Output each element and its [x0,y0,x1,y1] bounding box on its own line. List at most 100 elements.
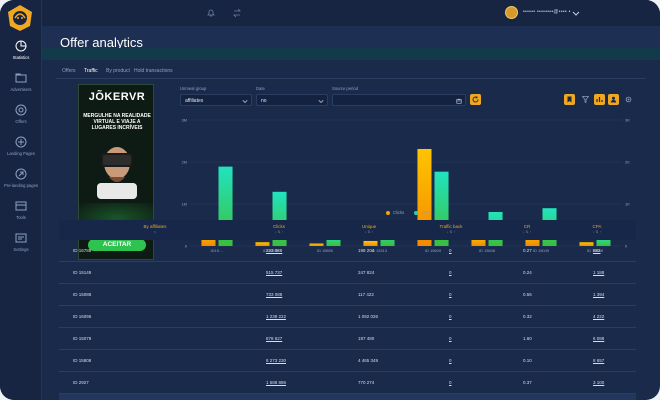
bookmark-button[interactable] [564,94,575,105]
calendar-icon[interactable] [456,98,462,104]
cell-clicks[interactable]: 878 627 [266,336,283,341]
cell-traffic-back[interactable]: 0 [449,292,452,297]
vr-headset-icon [97,147,137,199]
period-input[interactable] [332,94,466,106]
bar-cpa [326,234,341,246]
table-row: ID 15079 878 627 197 480 0 1.60 6 088 [59,328,636,350]
header-divider [42,48,660,60]
gear-icon[interactable] [625,96,632,103]
cell-cpa[interactable]: 882 [593,248,601,253]
bookmark-icon [567,96,572,103]
cell-clicks[interactable]: 733 088 [266,292,283,297]
table-row: ID 15149 515 737 247 824 0 0.24 1 188 [59,262,636,284]
columns-button[interactable] [594,94,605,105]
cell-id: ID 15149 [73,270,92,275]
cell-clicks[interactable]: 1 238 222 [266,314,287,319]
y-axis-left-tick: 2M [181,160,187,165]
bar-clicks [255,242,270,246]
users-button[interactable] [608,94,619,105]
cell-clicks[interactable]: 323 088 [266,248,283,253]
cell-traffic-back[interactable]: 0 [449,248,452,253]
tab-traffic[interactable]: Traffic [84,68,98,74]
cell-id: ID 16788 [73,248,92,253]
table-row: ID 16096 1 238 222 1 092 026 0 0.32 4 222 [59,306,636,328]
landing-page-icon [15,136,27,148]
table-row: ID 16788 323 088 198 204 0 0.27 882 [59,240,636,262]
cell-cr: 0.37 [523,380,532,385]
refresh-button[interactable] [470,94,481,105]
cell-clicks[interactable]: 1 588 886 [266,380,287,385]
user-icon [610,96,617,103]
filter-icon[interactable] [582,96,589,103]
cell-id: ID 2927 [73,380,89,385]
x-axis-tick: ID15 ... [211,248,224,253]
cell-unique: 117 422 [358,292,374,297]
logo-icon[interactable] [6,4,34,32]
sidebar-item-pre-landing-pages[interactable]: Pre-landing pages [0,168,42,198]
group-select[interactable]: affiliates [180,94,252,106]
tab-hold-transactions[interactable]: Hold transactions [134,68,173,74]
cell-clicks[interactable]: 8 273 230 [266,358,287,363]
col-header-traffic-back[interactable]: Traffic back ↓ ⇅ ↑ [439,224,463,234]
tab-by-product[interactable]: By product [106,68,130,74]
sidebar-item-offers[interactable]: Offers [0,104,42,134]
x-axis-tick: ID 15890 [317,248,334,253]
table-row: ID 2927 1 588 886 770 274 0 0.37 3 100 [59,372,636,394]
col-header-affiliates[interactable]: By affiliates ↑↓ [143,224,167,234]
cell-traffic-back[interactable]: 0 [449,380,452,385]
x-axis-tick: ID 15313 [371,248,388,253]
target-icon [15,104,27,116]
sidebar-item-settings[interactable]: Settings [0,232,42,262]
sidebar-item-tools[interactable]: Tools [0,200,42,230]
sidebar-item-statistics[interactable]: Statistics [0,40,42,70]
cell-traffic-back[interactable]: 0 [449,270,452,275]
group-select-value: affiliates [185,98,204,104]
table-total-row: Total12 672 8957 191 48000.3531 415 [59,394,636,400]
legend-swatch-clicks [386,211,390,215]
cell-traffic-back[interactable]: 0 [449,358,452,363]
cell-cpa[interactable]: 3 100 [593,380,605,385]
col-header-clicks[interactable]: Clicks ↓ ⇅ ↑ [273,224,285,234]
sidebar-item-label: Pre-landing pages [4,183,38,188]
group-filter-label: Unmeal group [180,86,207,91]
y-axis-right-tick: 0 [625,244,628,249]
cell-cr: 0.56 [523,292,532,297]
cell-id: ID 15808 [73,358,92,363]
folder-icon [15,73,27,83]
col-header-cpa[interactable]: CPA ↓ ⇅ ↑ [592,224,602,234]
sidebar-item-label: Tools [16,215,26,220]
bar-clicks [309,243,324,246]
cell-traffic-back[interactable]: 0 [449,336,452,341]
cell-cpa[interactable]: 8 657 [593,358,605,363]
bell-icon[interactable] [206,8,216,18]
cell-cr: 0.10 [523,358,532,363]
legend-label-clicks: Clicks [393,210,405,215]
sidebar-item-label: Offers [15,119,27,124]
cell-traffic-back[interactable]: 0 [449,314,452,319]
col-header-unique[interactable]: Unique ↓ ⇅ ↑ [361,224,377,234]
top-bar: •••••• ••••••••@•••• • [42,0,660,26]
user-email: •••••• ••••••••@•••• • [523,9,571,15]
cell-cr: 1.60 [523,336,532,341]
legend-label-cpa: CPA [421,210,430,215]
sidebar-item-landing-pages[interactable]: Landing Pages [0,136,42,166]
cell-unique: 247 824 [358,270,375,275]
period-filter-label: Source period [332,86,359,91]
cell-cpa[interactable]: 1 188 [593,270,605,275]
tab-offers[interactable]: Offers [62,68,76,74]
table-row: ID 15808 8 273 230 4 465 349 0 0.10 8 657 [59,350,636,372]
col-header-cr[interactable]: CR ↓ ⇅ ↑ [522,224,532,234]
date-select-value: no [261,98,267,104]
sidebar-item-advertisers[interactable]: Advertisers [0,72,42,102]
cell-cpa[interactable]: 4 222 [593,314,605,319]
banner-accept-button[interactable]: ACEITAR [88,239,146,251]
sidebar: Statistics Advertisers Offers Landing Pa… [0,0,42,400]
pie-chart-icon [15,40,27,52]
swap-icon[interactable] [232,8,242,18]
cell-clicks[interactable]: 515 737 [266,270,283,275]
y-axis-right-tick: 3K [625,118,630,123]
y-axis-left-tick: 3M [181,118,187,123]
cell-cpa[interactable]: 6 088 [593,336,605,341]
cell-cpa[interactable]: 1 394 [593,292,605,297]
date-select[interactable]: no [256,94,328,106]
